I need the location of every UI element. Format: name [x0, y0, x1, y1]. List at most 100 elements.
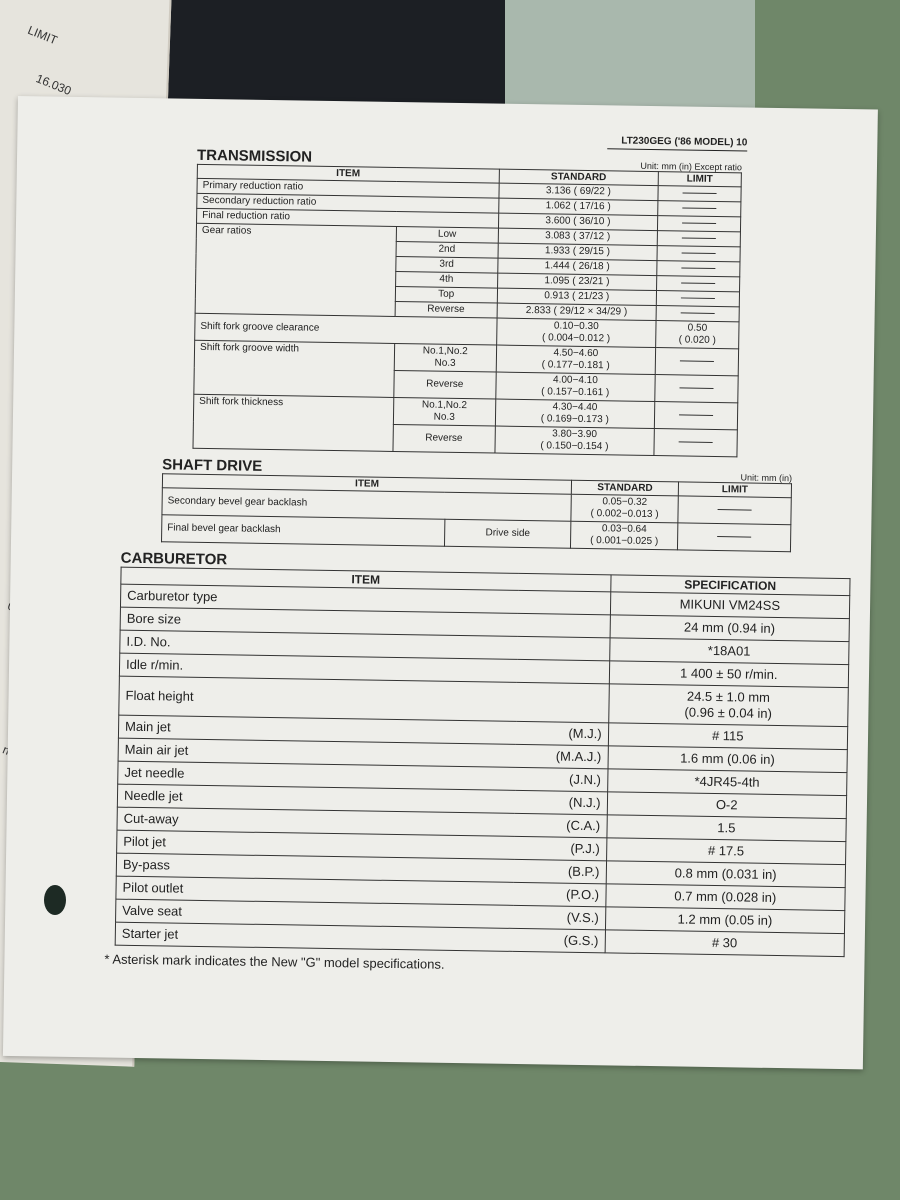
value-in: ( 0.169−0.173 ) — [540, 413, 609, 426]
limit-value — [654, 401, 738, 430]
limit-value — [656, 305, 740, 322]
dash — [681, 267, 716, 269]
gray-panel-background — [505, 0, 755, 120]
value-in: ( 0.001−0.025 ) — [590, 535, 659, 548]
item-abbreviation: (P.J.) — [513, 836, 607, 861]
dash — [681, 282, 716, 284]
limit-value: 0.50( 0.020 ) — [655, 320, 740, 349]
dash — [678, 441, 713, 443]
item-abbreviation: (G.S.) — [512, 928, 606, 953]
value-in: ( 0.150−0.154 ) — [540, 440, 609, 453]
item-abbreviation — [515, 682, 609, 723]
transmission-unit: Unit: mm (in) Except ratio — [640, 160, 743, 173]
sub-label: Drive side — [444, 519, 572, 549]
item-abbreviation — [517, 613, 610, 638]
dash — [682, 222, 717, 224]
sub-label: 4th — [395, 271, 498, 289]
carburetor-table: ITEM SPECIFICATION Carburetor type MIKUNI V… — [115, 567, 851, 957]
item-label: Shift fork groove width — [193, 340, 395, 398]
item-abbreviation: (C.A.) — [513, 813, 607, 838]
limit-value — [655, 347, 739, 376]
col-limit: LIMIT — [658, 171, 742, 187]
transmission-table: ITEM STANDARD LIMIT Primary reduction ratio… — [192, 164, 742, 458]
sub-label: No.1,No.2 No.3 — [394, 343, 497, 373]
item-abbreviation: (N.J.) — [514, 790, 608, 815]
value-in: ( 0.004−0.012 ) — [541, 332, 611, 345]
transmission-section: TRANSMISSION Unit: mm (in) Except ratio … — [192, 147, 742, 458]
spec-value: 24.5 ± 1.0 mm (0.96 ± 0.04 in) — [608, 683, 849, 727]
sub-label: No.1,No.2 No.3 — [393, 397, 496, 427]
limit-value — [657, 200, 741, 217]
dash — [717, 508, 752, 511]
item-label: Starter jet — [115, 922, 513, 952]
dash — [681, 252, 716, 254]
sub-label: 2nd — [395, 241, 498, 259]
limit-value — [656, 290, 740, 307]
value-in: ( 0.157−0.161 ) — [541, 386, 610, 399]
limit-value — [656, 260, 740, 277]
limit-value — [656, 245, 741, 262]
limit-in: ( 0.020 ) — [678, 334, 716, 346]
limit-value — [654, 374, 739, 403]
value-in: ( 0.002−0.013 ) — [590, 508, 659, 521]
item-abbreviation: (M.A.J.) — [515, 744, 608, 769]
item-abbreviation — [516, 636, 610, 661]
sub-label: Reverse — [394, 301, 497, 319]
left-page-fragment: LIMIT — [25, 22, 60, 48]
item-label: Final bevel gear backlash — [161, 514, 445, 547]
item-abbreviation: (M.J.) — [515, 721, 609, 746]
standard-value: 4.50−4.60( 0.177−0.181 ) — [495, 345, 656, 375]
shaft-drive-table: ITEM STANDARD LIMIT Secondary bevel gear b… — [161, 473, 792, 552]
dash — [679, 387, 714, 389]
binder-hole — [44, 885, 66, 915]
shaft-drive-title: SHAFT DRIVE — [162, 456, 263, 475]
dash — [679, 360, 714, 362]
item-abbreviation: (P.O.) — [512, 882, 606, 907]
limit-mm: 0.50 — [687, 322, 708, 334]
carburetor-title: CARBURETOR — [120, 549, 228, 569]
item-label: Float height — [118, 676, 517, 722]
standard-value: 4.00−4.10( 0.157−0.161 ) — [495, 372, 656, 402]
page-header: LT230GEG ('86 MODEL) 10 — [607, 135, 748, 152]
left-page-fragment: 16.030 — [34, 71, 74, 98]
sub-label: Top — [395, 286, 498, 304]
item-abbreviation — [517, 590, 611, 615]
limit-value — [653, 428, 738, 457]
shaft-drive-section: SHAFT DRIVE Unit: mm (in) ITEM STANDARD LI… — [161, 456, 792, 552]
limit-value — [657, 230, 741, 247]
item-label: Shift fork thickness — [192, 394, 394, 452]
sub-label: Reverse — [392, 424, 496, 454]
item-abbreviation: (V.S.) — [512, 905, 606, 930]
spec-value: # 30 — [604, 929, 845, 957]
standard-value: 0.10−0.30( 0.004−0.012 ) — [496, 318, 657, 348]
dash — [682, 192, 717, 194]
dark-background — [150, 0, 510, 110]
dash — [681, 237, 716, 239]
shaft-drive-unit: Unit: mm (in) — [740, 472, 793, 484]
sub-label: 3rd — [395, 256, 498, 274]
dash — [680, 297, 715, 299]
dash — [717, 535, 752, 538]
limit-value — [677, 495, 792, 525]
limit-value — [656, 275, 740, 292]
item-abbreviation: (B.P.) — [513, 859, 607, 884]
standard-value: 0.03−0.64( 0.001−0.025 ) — [570, 521, 678, 550]
item-abbreviation — [516, 659, 610, 684]
transmission-title: TRANSMISSION — [196, 146, 313, 166]
manual-page: LT230GEG ('86 MODEL) 10 TRANSMISSION Uni… — [2, 96, 878, 1070]
dash — [682, 207, 717, 209]
standard-value: 0.05−0.32( 0.002−0.013 ) — [571, 494, 679, 523]
value-in: ( 0.177−0.181 ) — [541, 359, 610, 372]
standard-value: 4.30−4.40( 0.169−0.173 ) — [495, 399, 655, 429]
sub-label: Reverse — [393, 370, 496, 400]
item-abbreviation: (J.N.) — [514, 767, 608, 792]
limit-value — [677, 522, 791, 552]
limit-value — [657, 185, 742, 202]
carburetor-section: CARBURETOR ITEM SPECIFICATION Carburetor t… — [115, 550, 851, 957]
sub-label: Low — [396, 226, 499, 244]
standard-value: 3.80−3.90( 0.150−0.154 ) — [494, 426, 655, 456]
dash — [679, 414, 714, 416]
item-label: Gear ratios — [195, 223, 397, 317]
limit-value — [657, 215, 741, 232]
dash — [680, 312, 715, 314]
